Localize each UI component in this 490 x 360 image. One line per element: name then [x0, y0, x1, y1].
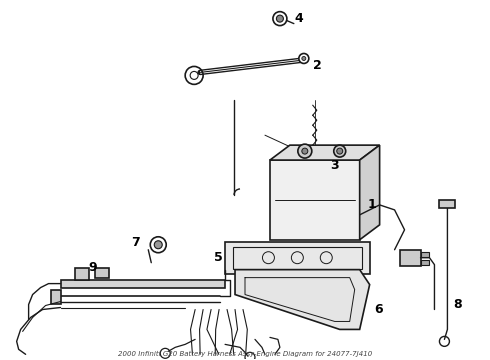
Circle shape [334, 145, 346, 157]
Bar [96, 268, 109, 278]
Bar [399, 250, 421, 266]
Text: 2: 2 [313, 59, 321, 72]
Text: 7: 7 [131, 236, 140, 249]
Circle shape [299, 54, 309, 63]
Polygon shape [360, 145, 380, 240]
Text: 8: 8 [453, 298, 462, 311]
Polygon shape [270, 145, 380, 160]
Bar [440, 200, 455, 208]
Bar [233, 247, 362, 269]
Text: 5: 5 [214, 251, 223, 264]
Bar [75, 268, 90, 280]
Text: 1: 1 [368, 198, 376, 211]
Text: 9: 9 [89, 261, 97, 274]
Circle shape [337, 148, 343, 154]
Circle shape [302, 148, 308, 154]
Bar [421, 260, 429, 265]
Circle shape [150, 237, 166, 253]
Text: 2000 Infiniti G20 Battery Harness Assy-Engine Diagram for 24077-7J410: 2000 Infiniti G20 Battery Harness Assy-E… [118, 351, 372, 357]
Circle shape [302, 57, 306, 60]
Text: 4: 4 [295, 12, 304, 25]
Bar [50, 289, 61, 303]
Circle shape [190, 71, 198, 80]
Text: 6: 6 [375, 303, 383, 316]
Polygon shape [235, 270, 369, 329]
Bar [225, 242, 369, 274]
Circle shape [154, 241, 162, 249]
Circle shape [298, 144, 312, 158]
Text: 3: 3 [330, 158, 339, 172]
Bar [270, 160, 360, 240]
Bar [421, 252, 429, 257]
Bar [61, 280, 225, 288]
Circle shape [276, 15, 283, 22]
Circle shape [273, 12, 287, 26]
